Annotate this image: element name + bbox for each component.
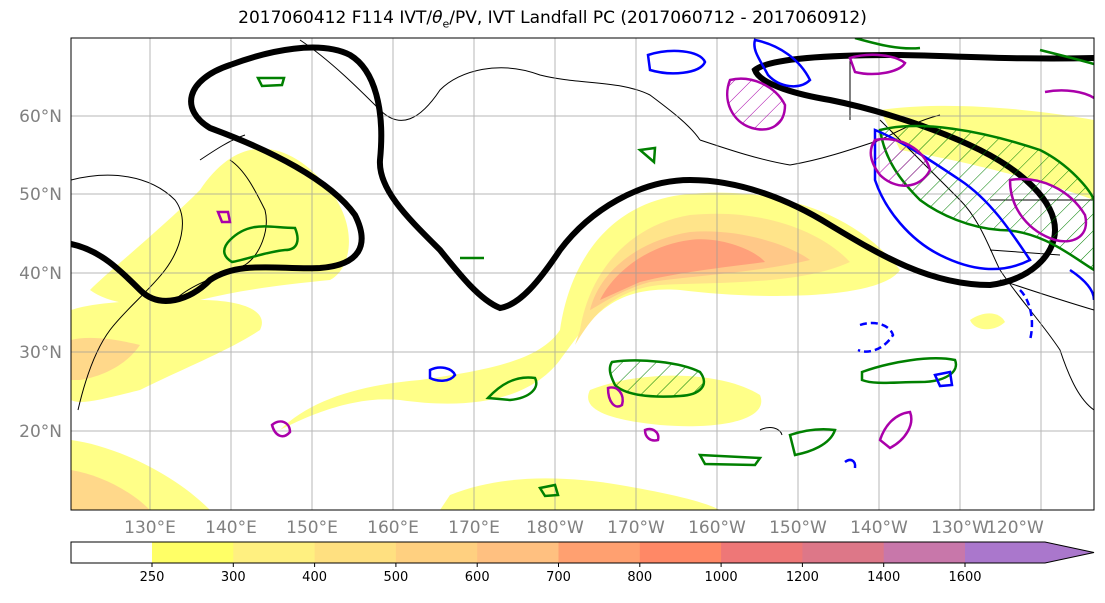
colorbar-tick-label: 700 xyxy=(546,570,571,585)
map-frame xyxy=(70,37,1095,511)
lon-label: 170°W xyxy=(607,518,665,538)
colorbar-tick-label: 1000 xyxy=(705,570,738,585)
colorbar-cell xyxy=(558,542,641,563)
colorbar-frame xyxy=(70,541,1095,564)
lon-label: 180°W xyxy=(526,518,584,538)
colorbar-tick-label: 600 xyxy=(465,570,490,585)
colorbar: 250 300 400 500 600 700 800 1000 1200 1400 1600 xyxy=(70,541,1095,585)
lat-label: 40°N xyxy=(19,264,62,284)
colorbar-tick-label: 400 xyxy=(302,570,327,585)
colorbar-tick-label: 500 xyxy=(383,570,408,585)
colorbar-tick-label: 250 xyxy=(140,570,165,585)
lat-label: 30°N xyxy=(19,343,62,363)
colorbar-cell xyxy=(965,542,1094,563)
colorbar-cell xyxy=(314,542,397,563)
colorbar-tick-label: 1400 xyxy=(867,570,900,585)
colorbar-tick-label: 300 xyxy=(221,570,246,585)
colorbar-cell xyxy=(477,542,559,563)
pv-negative-contours xyxy=(428,38,1094,469)
lat-label: 50°N xyxy=(19,185,62,205)
lon-label: 160°W xyxy=(688,518,746,538)
lon-label: 120°W xyxy=(986,518,1044,538)
latitude-labels: 60°N 50°N 40°N 30°N 20°N xyxy=(19,107,62,442)
map-panel xyxy=(71,38,1094,510)
lon-label: 130°E xyxy=(124,518,176,538)
map-title: 2017060412 F114 IVT/θe/PV, IVT Landfall … xyxy=(238,8,867,31)
colorbar-cell xyxy=(233,542,316,563)
lat-label: 20°N xyxy=(19,422,62,442)
colorbar-cell xyxy=(639,542,722,563)
colorbar-tick-label: 800 xyxy=(627,570,652,585)
theta-e-contours xyxy=(216,53,1094,450)
lon-label: 160°E xyxy=(367,518,419,538)
colorbar-cell xyxy=(721,542,803,563)
lat-label: 60°N xyxy=(19,107,62,127)
lon-label: 150°W xyxy=(769,518,827,538)
colorbar-cell xyxy=(395,542,478,563)
colorbar-cell xyxy=(802,542,885,563)
lon-label: 130°W xyxy=(931,518,989,538)
colorbar-tick-label: 1600 xyxy=(948,570,981,585)
lon-label: 140°E xyxy=(205,518,257,538)
longitude-labels: 130°E 140°E 150°E 160°E 170°E 180°W 170°… xyxy=(124,518,1044,538)
colorbar-tick-label: 1200 xyxy=(786,570,819,585)
lon-label: 150°E xyxy=(286,518,338,538)
colorbar-cell xyxy=(152,542,234,563)
colorbar-cell xyxy=(883,542,966,563)
lon-label: 170°E xyxy=(448,518,500,538)
lon-label: 140°W xyxy=(850,518,908,538)
ivt-landfall-pc-contour xyxy=(71,44,1094,312)
